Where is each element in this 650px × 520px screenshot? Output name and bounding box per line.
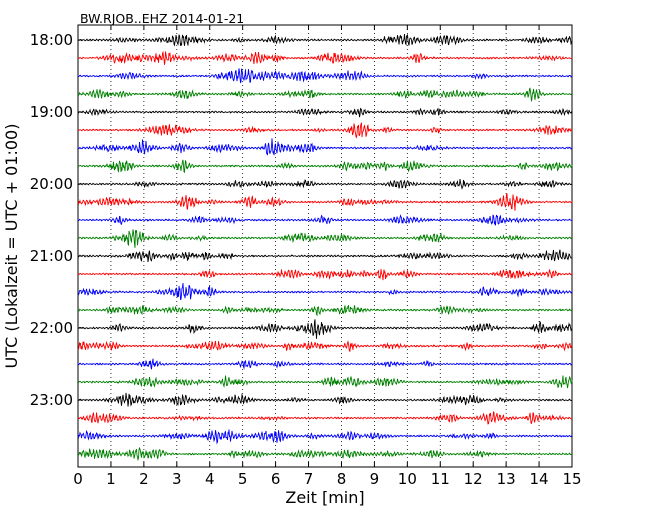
- x-tick-label: 12: [464, 470, 483, 488]
- x-tick-label: 8: [337, 470, 347, 488]
- trace-2045: [77, 229, 573, 248]
- y-tick-label: 19:00: [30, 103, 73, 121]
- x-tick-label: 4: [205, 470, 215, 488]
- trace-2200: [77, 319, 573, 339]
- trace-1800: [77, 34, 573, 47]
- plot-frame: [77, 24, 573, 468]
- trace-2000: [78, 178, 573, 190]
- trace-2245: [77, 375, 573, 389]
- y-tick-label: 22:00: [30, 319, 73, 337]
- trace-2100: [77, 249, 573, 263]
- y-axis-label: UTC (Lokalzeit = UTC + 01:00): [2, 124, 21, 369]
- vertical-grid: [110, 25, 540, 467]
- x-tick-label: 9: [370, 470, 380, 488]
- trace-1900: [77, 107, 573, 118]
- trace-1930: [77, 138, 573, 156]
- chart-title: BW.RJOB..EHZ 2014-01-21: [80, 11, 244, 26]
- x-tick-label: 13: [497, 470, 516, 488]
- x-tick-labels: 0 1 2 3 4 5 6 7 8 9 10 11 12 13 14 15: [73, 470, 581, 488]
- trace-2115: [77, 269, 573, 281]
- trace-1915: [77, 122, 573, 139]
- x-tick-label: 10: [398, 470, 417, 488]
- trace-2030: [77, 214, 573, 226]
- axis-ticks: [77, 25, 573, 467]
- y-tick-label: 23:00: [30, 391, 73, 409]
- x-tick-label: 15: [562, 470, 581, 488]
- x-axis-label: Zeit [min]: [285, 488, 364, 507]
- x-tick-label: 1: [106, 470, 116, 488]
- trace-2300: [77, 392, 573, 407]
- trace-1815: [77, 50, 573, 65]
- y-tick-label: 20:00: [30, 175, 73, 193]
- trace-2315: [77, 410, 573, 425]
- trace-2330: [77, 429, 573, 445]
- y-tick-label: 18:00: [30, 31, 73, 49]
- x-tick-label: 11: [431, 470, 450, 488]
- x-tick-label: 7: [304, 470, 314, 488]
- y-tick-labels: 18:00 19:00 20:00 21:00 22:00 23:00: [30, 31, 73, 409]
- x-tick-label: 5: [238, 470, 248, 488]
- y-tick-label: 21:00: [30, 247, 73, 265]
- x-tick-label: 6: [271, 470, 281, 488]
- trace-2015: [77, 193, 573, 211]
- trace-1945: [77, 159, 573, 174]
- x-tick-label: 14: [530, 470, 549, 488]
- trace-group: [77, 34, 573, 462]
- trace-2230: [77, 358, 573, 370]
- trace-1830: [77, 68, 573, 84]
- trace-2345: [77, 446, 573, 462]
- trace-1845: [77, 87, 573, 102]
- trace-2130: [77, 282, 573, 301]
- x-tick-label: 0: [73, 470, 83, 488]
- trace-2215: [77, 340, 573, 352]
- x-tick-label: 2: [139, 470, 149, 488]
- x-tick-label: 3: [172, 470, 182, 488]
- trace-2145: [77, 305, 573, 317]
